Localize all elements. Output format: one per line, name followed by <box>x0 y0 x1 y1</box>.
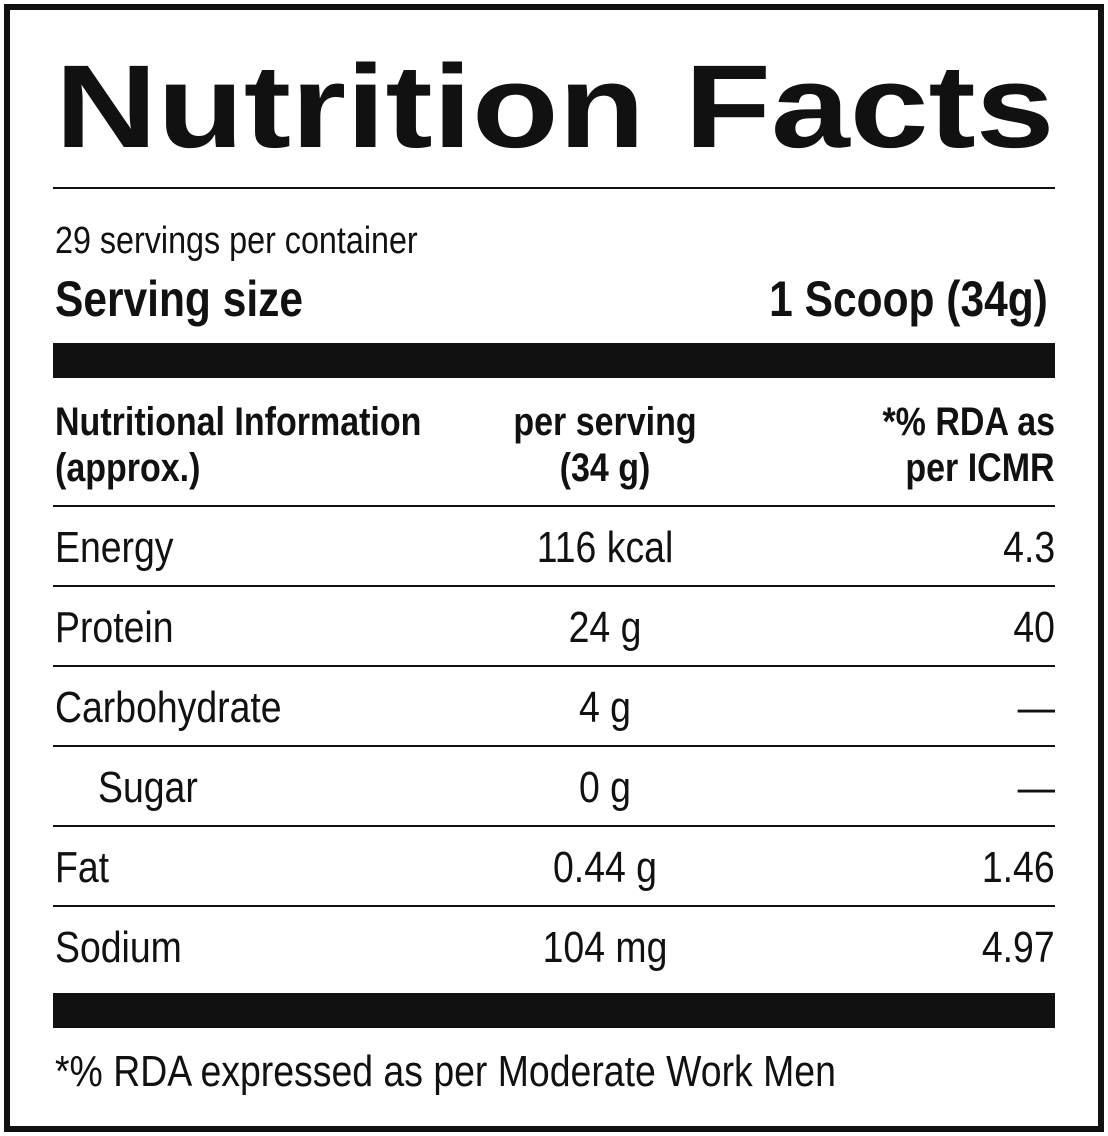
header-cell: *% RDA as <box>882 400 1055 444</box>
cell: 0 g <box>578 763 631 812</box>
cell: Protein <box>55 603 174 652</box>
servings: 29 servings per container <box>55 220 418 262</box>
cell: Carbohydrate <box>55 683 282 732</box>
row-rule <box>53 825 1055 827</box>
row-rule <box>53 585 1055 587</box>
cell: 104 mg <box>542 923 668 972</box>
header-cell: (34 g) <box>559 446 651 490</box>
row-rule <box>53 665 1055 667</box>
thin-rule <box>53 187 1055 189</box>
cell: — <box>1017 763 1055 812</box>
cell: 0.44 g <box>553 843 657 892</box>
cell: Energy <box>55 523 174 572</box>
footnote: *% RDA expressed as per Moderate Work Me… <box>55 1047 836 1096</box>
header-cell: (approx.) <box>55 446 201 490</box>
cell: 4 g <box>578 683 631 732</box>
cell: 40 <box>1013 603 1055 652</box>
title: Nutrition Facts <box>55 41 1055 173</box>
thick-bar <box>53 993 1055 1028</box>
row-rule <box>53 745 1055 747</box>
row-rule <box>53 905 1055 907</box>
row-rule <box>53 505 1055 507</box>
cell: Sodium <box>55 923 182 972</box>
cell: — <box>1017 683 1055 732</box>
serving-size-label: Serving size <box>55 271 304 327</box>
cell: 24 g <box>568 603 642 652</box>
cell: 116 kcal <box>536 523 674 572</box>
cell: 1.46 <box>982 843 1055 892</box>
cell: 4.97 <box>982 923 1055 972</box>
cell: Sugar <box>98 763 198 812</box>
header-cell: Nutritional Information <box>55 400 422 444</box>
thick-bar <box>53 343 1055 378</box>
cell: Fat <box>55 843 110 892</box>
cell: 4.3 <box>1003 523 1055 572</box>
header-cell: per ICMR <box>905 446 1055 490</box>
header-cell: per serving <box>513 400 697 444</box>
frame <box>4 4 1104 1132</box>
serving-size-value: 1 Scoop (34g) <box>769 271 1048 327</box>
